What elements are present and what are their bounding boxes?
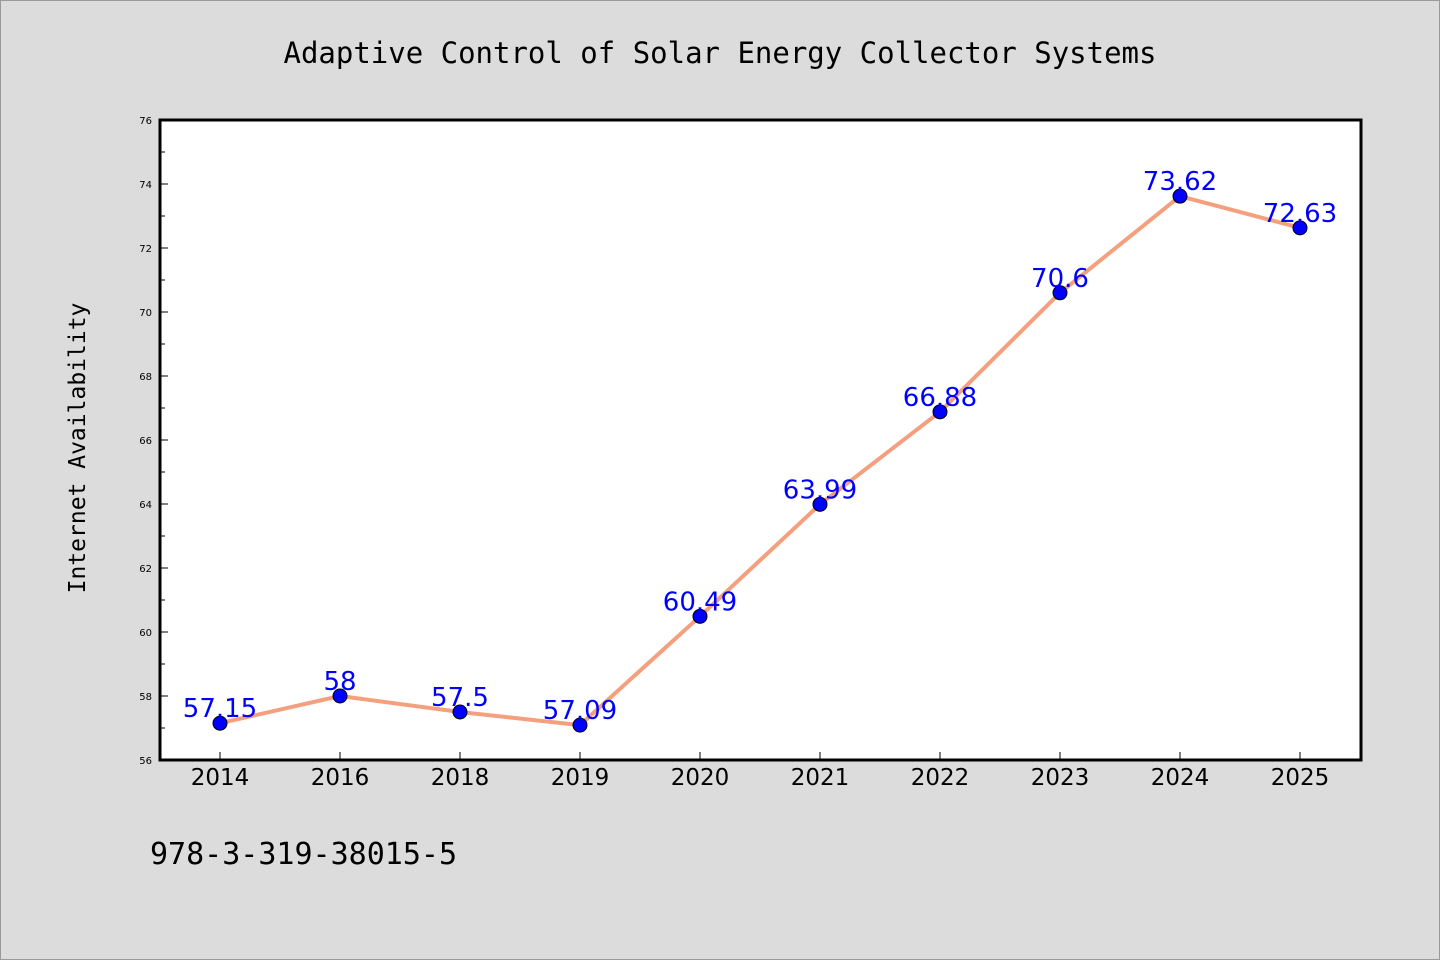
data-label: 66.88 — [903, 383, 977, 413]
data-label: 72.63 — [1263, 199, 1337, 229]
data-point-marker — [1292, 220, 1308, 236]
y-tick-label: 62 — [139, 564, 152, 575]
x-tick-label: 2014 — [191, 765, 250, 791]
x-tick-label: 2020 — [671, 765, 730, 791]
y-tick-label: 60 — [139, 628, 152, 639]
y-tick-label: 70 — [139, 308, 152, 319]
x-tick-label: 2022 — [911, 765, 970, 791]
data-label: 57.5 — [431, 683, 489, 713]
x-tick-label: 2019 — [551, 765, 610, 791]
y-axis-label: Internet Availability — [65, 303, 91, 594]
y-tick-label: 64 — [139, 500, 152, 511]
y-tick-label: 56 — [139, 756, 152, 767]
y-tick-label: 74 — [139, 180, 152, 191]
data-label: 58 — [323, 667, 356, 697]
data-label: 57.15 — [183, 694, 257, 724]
plot-area — [158, 118, 1363, 762]
x-tick-label: 2021 — [791, 765, 850, 791]
x-tick-label: 2023 — [1031, 765, 1090, 791]
chart-title: Adaptive Control of Solar Energy Collect… — [284, 36, 1157, 70]
y-tick-label: 76 — [139, 116, 152, 127]
isbn-label: 978-3-319-38015-5 — [150, 837, 457, 872]
data-point-marker — [572, 717, 588, 733]
x-axis: 2014 2016 2018 2019 2020 2021 2022 2023 2024 2025 — [191, 752, 1330, 791]
data-label: 73.62 — [1143, 167, 1217, 197]
y-tick-label: 58 — [139, 692, 152, 703]
data-point-marker — [1052, 285, 1068, 301]
y-tick-label: 66 — [139, 436, 152, 447]
series-line-group: 57.15 58 57.5 57.09 60.49 63.99 66.88 70.6 73.62… — [183, 167, 1337, 733]
y-tick-label: 72 — [139, 244, 152, 255]
data-label: 63.99 — [783, 475, 857, 505]
x-tick-label: 2016 — [311, 765, 370, 791]
data-label: 70.6 — [1031, 264, 1089, 294]
y-axis: 56 58 60 62 64 66 68 70 72 74 76 — [139, 116, 168, 767]
x-tick-label: 2025 — [1271, 765, 1330, 791]
data-point-marker — [692, 608, 708, 624]
data-label: 57.09 — [543, 696, 617, 726]
x-tick-label: 2018 — [431, 765, 490, 791]
data-point-marker — [452, 704, 468, 720]
series-line — [218, 194, 1302, 728]
data-label: 60.49 — [663, 587, 737, 617]
x-tick-label: 2024 — [1151, 765, 1210, 791]
data-point-marker — [812, 496, 828, 512]
data-point-marker — [212, 715, 228, 731]
data-point-marker — [932, 404, 948, 420]
data-point-marker — [332, 688, 348, 704]
y-tick-label: 68 — [139, 372, 152, 383]
data-point-marker — [1172, 188, 1188, 204]
